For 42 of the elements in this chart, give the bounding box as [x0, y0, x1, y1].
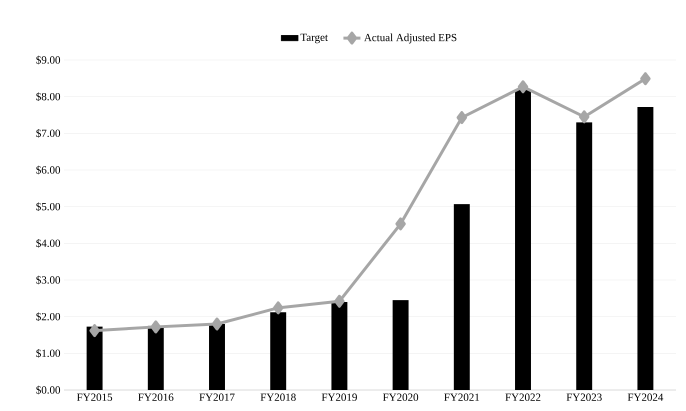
bar: [637, 106, 654, 390]
bar: [209, 324, 225, 390]
x-tick-label: FY2019: [322, 394, 357, 401]
bar: [331, 302, 348, 390]
bar: [454, 204, 470, 390]
y-tick-label: $2.00: [36, 312, 60, 322]
point: [89, 324, 100, 338]
x-tick-label: FY2024: [628, 394, 664, 401]
y-tick-label: $1.00: [36, 348, 60, 358]
y-tick-label: $8.00: [36, 92, 60, 102]
x-tick-label: FY2018: [260, 394, 296, 401]
point: [150, 320, 162, 334]
bar: [148, 326, 164, 390]
bar: [392, 300, 409, 390]
y-tick-label: $9.00: [36, 56, 60, 64]
x-tick-label: FY2017: [199, 394, 235, 401]
y-tick-label: $6.00: [36, 166, 60, 174]
legend-label: Target: [300, 34, 328, 44]
point: [395, 217, 406, 230]
bar: [515, 89, 531, 390]
x-tick-label: FY2021: [444, 394, 480, 401]
x-tick-label: FY2023: [566, 394, 602, 401]
y-tick-label: $3.00: [36, 276, 60, 284]
y-tick-label: $4.00: [36, 238, 60, 248]
x-tick-label: FY2022: [505, 394, 540, 401]
y-tick-label: $0.00: [36, 386, 60, 394]
point: [272, 301, 284, 314]
x-tick-label: FY2020: [382, 394, 418, 401]
x-tick-label: FY2016: [138, 394, 174, 401]
point: [212, 318, 222, 330]
point: [640, 72, 651, 86]
legend-label: Actual Adjusted EPS: [364, 34, 456, 44]
x-tick-label: FY2015: [76, 394, 112, 401]
bar: [86, 326, 103, 390]
point: [456, 111, 468, 124]
point: [578, 110, 590, 124]
point: [334, 294, 345, 308]
y-tick-label: $7.00: [36, 128, 60, 138]
bar: [576, 122, 592, 390]
point: [518, 80, 528, 94]
y-tick-label: $5.00: [36, 202, 60, 212]
bar: [270, 312, 286, 390]
